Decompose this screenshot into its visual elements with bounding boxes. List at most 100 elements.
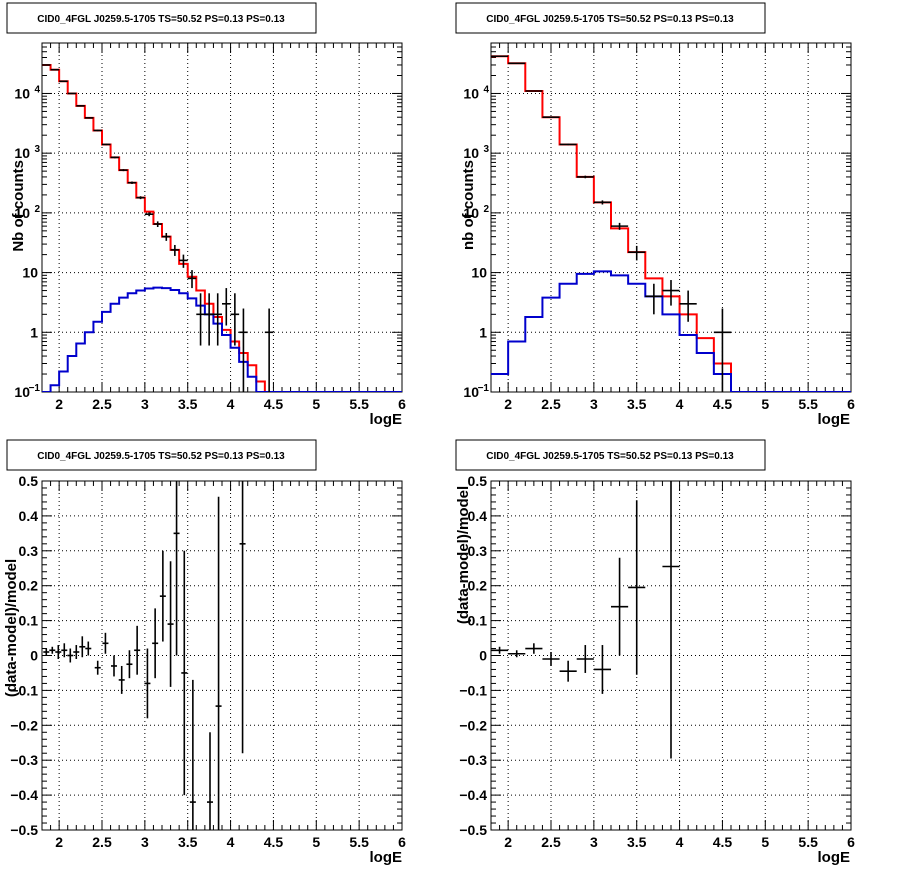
data-point [679, 290, 697, 322]
data-point [204, 293, 214, 346]
residual-point [61, 643, 68, 658]
panel-3-xlabel: logE [370, 849, 403, 866]
y-tick-exponent: 4 [483, 84, 489, 95]
data-point [144, 212, 154, 217]
y-tick-label: −0.1 [10, 682, 38, 698]
data-point [42, 64, 51, 66]
panel-2-xlabel: logE [818, 411, 851, 428]
x-tick-label: 4 [676, 396, 684, 412]
y-tick-label: −0.2 [459, 717, 487, 733]
x-tick-label: 3 [141, 396, 149, 412]
x-tick-label: 4 [676, 834, 684, 850]
panel-3-ylabel: (data-model)/model [3, 559, 20, 697]
x-tick-label: 5 [761, 396, 769, 412]
x-tick-label: 4 [227, 834, 235, 850]
x-tick-label: 2 [55, 396, 63, 412]
y-tick-label: 10 [14, 145, 30, 161]
panel-1-title-text: CID0_4FGL J0259.5-1705 TS=50.52 PS=0.13 … [37, 14, 285, 25]
y-tick-label: 0.5 [19, 473, 39, 489]
data-point [264, 308, 274, 392]
x-tick-label: 2.5 [92, 396, 112, 412]
y-tick-exponent: 3 [483, 144, 489, 155]
x-tick-label: 3 [590, 834, 598, 850]
residual-point [173, 481, 180, 656]
residual-point [49, 646, 56, 654]
y-tick-label: 0.4 [468, 508, 488, 524]
panel-1-xlabel: logE [370, 411, 403, 428]
residual-point [593, 645, 611, 694]
x-tick-label: 4.5 [264, 396, 284, 412]
data-point [119, 169, 128, 172]
x-tick-label: 5 [761, 834, 769, 850]
x-tick-label: 3 [141, 834, 149, 850]
residual-point [43, 648, 50, 656]
data-point [628, 245, 646, 261]
residual-point [134, 625, 141, 675]
residual-point [628, 500, 646, 675]
data-point [76, 105, 85, 107]
data-point [84, 117, 94, 119]
x-tick-label: 6 [398, 834, 406, 850]
panel-2-title: CID0_4FGL J0259.5-1705 TS=50.52 PS=0.13 … [455, 2, 766, 34]
y-tick-label: 0 [479, 648, 487, 664]
x-tick-label: 4.5 [713, 396, 733, 412]
source-model-histogram [491, 270, 851, 392]
y-tick-label: 0.2 [468, 578, 488, 594]
residual-point [491, 646, 509, 654]
data-point [162, 233, 171, 241]
y-tick-label: −0.1 [459, 682, 487, 698]
y-tick-label: 10 [463, 384, 479, 400]
residual-point [118, 665, 125, 694]
x-tick-label: 3 [590, 396, 598, 412]
residual-point [181, 550, 188, 796]
y-tick-label: 0 [30, 648, 38, 664]
data-point [645, 283, 663, 315]
x-tick-label: 2.5 [541, 396, 561, 412]
residual-point [662, 481, 680, 759]
y-tick-exponent: −1 [478, 383, 490, 394]
data-point [230, 293, 240, 346]
y-tick-label: −0.4 [459, 787, 487, 803]
y-tick-exponent: −1 [29, 383, 41, 394]
y-tick-label: 0.5 [468, 473, 488, 489]
x-tick-label: 6 [847, 834, 855, 850]
data-point [50, 68, 60, 71]
data-point [196, 293, 205, 346]
residual-point [79, 636, 86, 658]
panel-4-title-text: CID0_4FGL J0259.5-1705 TS=50.52 PS=0.13 … [486, 451, 734, 462]
y-tick-label: 0.1 [19, 613, 39, 629]
y-tick-label: −0.5 [459, 822, 487, 838]
data-point [67, 92, 77, 95]
residual-point [167, 561, 174, 687]
y-tick-label: 0.4 [19, 508, 39, 524]
x-tick-label: 5.5 [798, 396, 818, 412]
data-point [542, 116, 560, 119]
x-tick-label: 4 [227, 396, 235, 412]
data-point [222, 288, 231, 326]
x-tick-label: 3.5 [178, 834, 198, 850]
residual-point [144, 648, 151, 719]
y-tick-label: 10 [14, 384, 30, 400]
x-tick-label: 3.5 [178, 396, 198, 412]
x-tick-label: 6 [398, 396, 406, 412]
x-tick-label: 3.5 [627, 834, 647, 850]
total-model-histogram [491, 55, 851, 392]
data-point [576, 175, 594, 179]
residual-point [239, 481, 246, 754]
y-tick-label: 1 [479, 324, 487, 340]
panel-4-plot: 2 2.5 3 3.5 4 4.5 5 5.5 6 −0.5 −0.4 −0.3 −0.2 −0.1 0 0.… [459, 473, 855, 850]
x-tick-label: 2.5 [92, 834, 112, 850]
residual-point [611, 557, 629, 656]
panel-4-xlabel: logE [818, 849, 851, 866]
residual-point [189, 679, 196, 830]
x-tick-label: 2 [504, 834, 512, 850]
y-tick-exponent: 2 [483, 204, 489, 215]
residual-point [525, 643, 543, 654]
data-point [127, 181, 137, 184]
residual-point [111, 655, 117, 677]
plot-data [491, 481, 680, 759]
residual-point [207, 732, 213, 830]
y-tick-label: −0.5 [10, 822, 38, 838]
